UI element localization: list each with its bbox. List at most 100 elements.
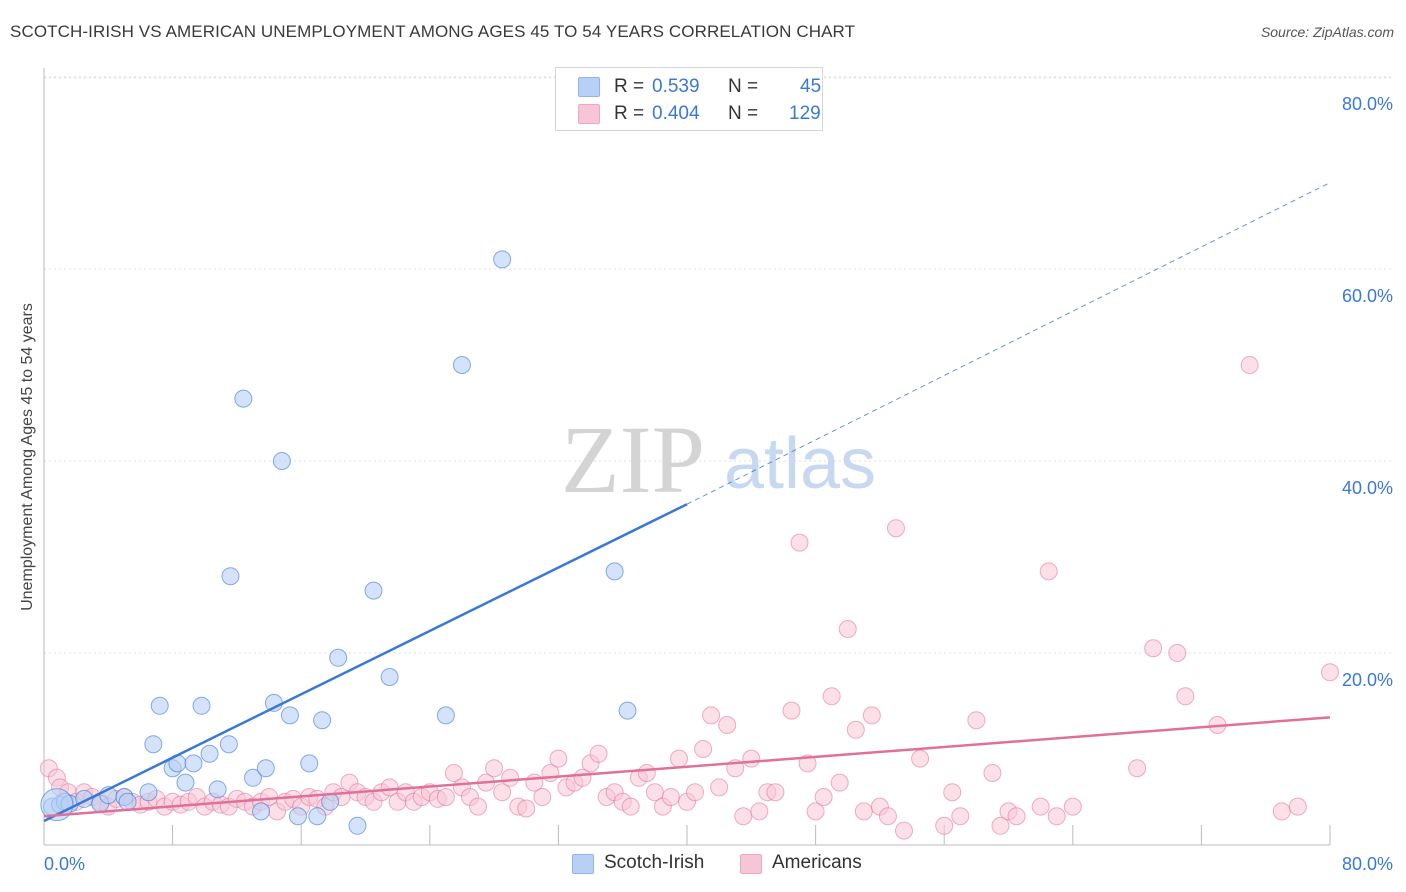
point-americans: [1007, 807, 1026, 826]
point-americans: [589, 744, 608, 763]
point-americans: [710, 778, 729, 797]
point-americans: [983, 764, 1002, 782]
point-scotch-irish: [208, 780, 227, 799]
point-americans: [798, 754, 817, 773]
legend-swatch-scotch-irish: [572, 854, 594, 874]
point-americans: [750, 802, 769, 821]
point-americans: [862, 706, 881, 725]
n-label: N =: [728, 103, 759, 124]
point-scotch-irish: [436, 706, 455, 725]
point-scotch-irish: [313, 711, 332, 730]
point-americans: [533, 788, 552, 806]
series-scotch-irish: [40, 250, 637, 835]
americans-swatch: [578, 104, 600, 124]
point-americans: [436, 788, 455, 806]
point-scotch-irish: [118, 792, 137, 811]
point-americans: [669, 749, 688, 768]
y-tick-label: 80.0%: [1342, 94, 1393, 114]
y-tick-label: 60.0%: [1342, 286, 1393, 306]
r-value: 0.404: [652, 103, 700, 124]
point-americans: [991, 816, 1010, 835]
grid-lines: [44, 76, 1392, 654]
legend-label-scotch-irish: Scotch-Irish: [604, 852, 705, 873]
point-americans: [444, 764, 463, 782]
point-scotch-irish: [200, 744, 219, 763]
point-scotch-irish: [329, 648, 348, 667]
point-americans: [718, 716, 737, 734]
point-americans: [694, 740, 713, 758]
point-scotch-irish: [150, 696, 169, 715]
point-americans: [1039, 562, 1058, 581]
point-americans: [806, 802, 825, 821]
point-scotch-irish: [272, 452, 291, 470]
point-americans: [830, 773, 849, 792]
point-scotch-irish: [300, 754, 319, 773]
watermark-zip: ZIP: [561, 406, 705, 513]
n-value: 45: [800, 76, 822, 97]
point-americans: [742, 749, 761, 768]
point-scotch-irish: [288, 807, 307, 826]
trendline-americans: [43, 716, 1331, 818]
point-americans: [1168, 644, 1187, 662]
r-label: R =: [614, 76, 645, 97]
point-americans: [854, 802, 873, 821]
scotch-irish-swatch: [578, 77, 600, 97]
point-americans: [878, 807, 897, 826]
point-americans: [1063, 797, 1082, 816]
stats-box: R = 0.539 N = 45 R = 0.404 N = 129: [555, 67, 823, 131]
point-scotch-irish: [219, 735, 238, 754]
point-americans: [517, 799, 536, 818]
point-americans: [782, 701, 801, 720]
source-label: Source: ZipAtlas.com: [1260, 24, 1394, 40]
point-americans: [1240, 356, 1259, 374]
point-scotch-irish: [139, 783, 158, 802]
point-scotch-irish: [605, 562, 624, 581]
point-scotch-irish: [176, 773, 195, 792]
point-americans: [1031, 797, 1050, 816]
point-scotch-irish: [280, 706, 299, 725]
point-scotch-irish: [144, 735, 163, 754]
point-americans: [886, 519, 905, 538]
watermark: ZIP atlas: [561, 406, 876, 513]
point-americans: [661, 788, 680, 806]
point-scotch-irish: [184, 754, 203, 773]
point-americans: [790, 533, 809, 552]
chart-title: SCOTCH-IRISH VS AMERICAN UNEMPLOYMENT AM…: [10, 22, 856, 41]
point-americans: [501, 768, 520, 787]
point-scotch-irish: [234, 389, 253, 408]
point-americans: [702, 706, 721, 725]
point-americans: [838, 620, 857, 638]
point-americans: [943, 783, 962, 802]
trendline-scotch-irish-extension: [686, 182, 1331, 505]
y-tick-label: 40.0%: [1342, 478, 1393, 498]
point-americans: [1176, 687, 1195, 706]
tick-labels: 20.0% 40.0% 60.0% 80.0% 0.0% 80.0%: [44, 94, 1393, 874]
point-americans: [911, 749, 930, 768]
n-label: N =: [728, 76, 759, 97]
point-americans: [822, 687, 841, 706]
point-americans: [549, 749, 568, 768]
point-scotch-irish: [243, 768, 262, 787]
point-scotch-irish: [221, 567, 240, 586]
point-americans: [637, 764, 656, 782]
point-americans: [485, 759, 504, 778]
r-label: R =: [614, 103, 645, 124]
point-scotch-irish: [308, 807, 327, 826]
point-americans: [1272, 802, 1291, 821]
point-scotch-irish: [452, 356, 471, 374]
point-scotch-irish: [380, 668, 399, 686]
point-americans: [1321, 663, 1339, 682]
r-value: 0.539: [652, 76, 700, 97]
point-americans: [1128, 759, 1147, 778]
legend-swatch-americans: [740, 854, 762, 874]
point-scotch-irish: [618, 701, 637, 720]
trendlines: [43, 182, 1331, 823]
point-americans: [469, 797, 488, 816]
legend-label-americans: Americans: [772, 852, 862, 873]
point-americans: [734, 807, 753, 826]
y-tick-label: 20.0%: [1342, 670, 1393, 690]
point-scotch-irish: [364, 581, 383, 600]
point-scotch-irish: [252, 802, 271, 821]
point-scotch-irish: [493, 250, 512, 269]
